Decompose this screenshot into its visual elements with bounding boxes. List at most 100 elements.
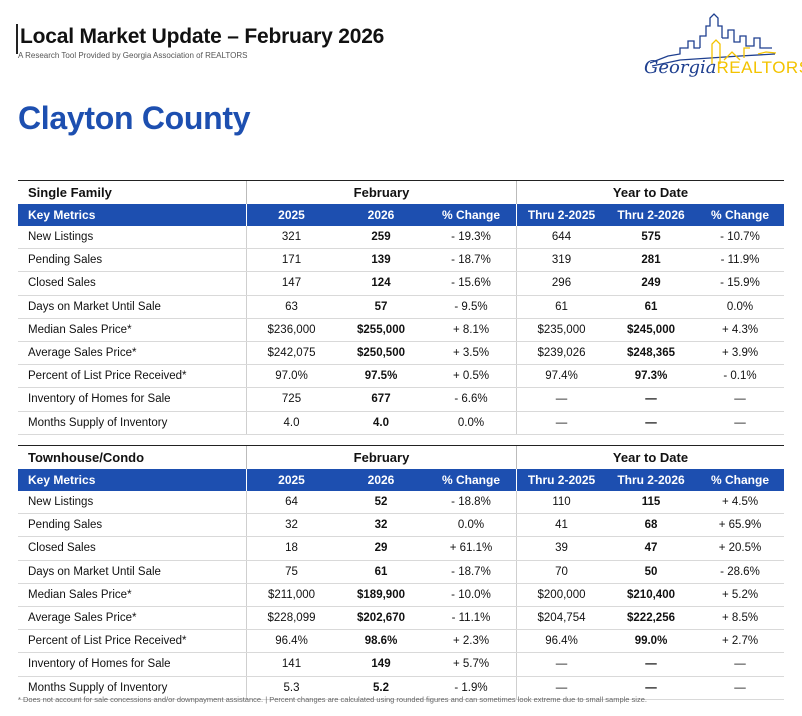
value-2026: 5.2	[373, 681, 389, 694]
single-family-rows: New Listings 321 259 - 19.3% 644 575 - 10.7% Pe…	[18, 226, 784, 435]
ytd-pct-change: - 11.9%	[720, 254, 760, 267]
metric-name: Days on Market Until Sale	[28, 565, 161, 578]
pct-change: + 2.3%	[452, 635, 490, 648]
value-thru-2026: —	[645, 658, 657, 671]
pct-change: + 0.5%	[452, 370, 490, 383]
value-thru-2026: 249	[641, 277, 661, 290]
value-2025: 97.0%	[246, 365, 336, 388]
table-row: Median Sales Price* $211,000 $189,900 - 10.…	[18, 583, 784, 607]
value-2026: 61	[374, 565, 388, 578]
value-thru-2025: 70	[516, 560, 606, 583]
table-row: Days on Market Until Sale 63 57 - 9.5% 61 61 0…	[18, 295, 784, 319]
pct-change: - 18.8%	[451, 496, 491, 508]
value-thru-2025: —	[516, 388, 606, 411]
metric-name: Average Sales Price*	[28, 611, 137, 624]
table-row: Pending Sales 32 32 0.0% 41 68 + 65.9%	[18, 514, 784, 538]
pct-change: - 18.7%	[451, 565, 491, 578]
pct-change: - 1.9%	[454, 681, 488, 694]
value-2026: $202,670	[357, 611, 405, 624]
value-thru-2025: —	[516, 653, 606, 676]
february-group-header: February	[246, 446, 516, 469]
value-2025: 18	[246, 537, 336, 560]
value-thru-2026: 97.3%	[634, 370, 668, 383]
metric-name: Inventory of Homes for Sale	[28, 658, 171, 671]
pct-change: + 61.1%	[449, 542, 493, 555]
pct-change: + 8.1%	[452, 323, 490, 336]
col-key-metrics: Key Metrics	[28, 473, 96, 487]
value-2026: 52	[374, 496, 388, 508]
table-row: Percent of List Price Received* 96.4% 98.6…	[18, 630, 784, 654]
value-thru-2026: 61	[644, 300, 658, 313]
metric-name: Pending Sales	[28, 519, 103, 532]
ytd-pct-change: + 4.3%	[721, 323, 759, 336]
pct-change: - 19.3%	[451, 231, 491, 243]
col-ytd-pct-change: % Change	[710, 208, 769, 222]
page-subtitle: A Research Tool Provided by Georgia Asso…	[18, 51, 248, 60]
ytd-group-header: Year to Date	[516, 446, 784, 469]
value-2025: 725	[246, 388, 336, 411]
metric-name: Months Supply of Inventory	[28, 416, 168, 429]
table-row: Days on Market Until Sale 75 61 - 18.7% 70 50…	[18, 560, 784, 584]
pct-change: + 5.7%	[452, 658, 490, 671]
pct-change: + 3.5%	[452, 346, 490, 359]
table-row: Average Sales Price* $228,099 $202,670 - 11…	[18, 606, 784, 631]
ytd-pct-change: + 2.7%	[721, 635, 759, 648]
value-thru-2025: —	[516, 676, 606, 699]
col-thru-2025: Thru 2-2025	[516, 469, 606, 491]
value-2026: $250,500	[357, 346, 405, 359]
value-2026: 149	[371, 658, 391, 671]
ytd-pct-change: - 15.9%	[720, 277, 760, 290]
table-row: Average Sales Price* $242,075 $250,500 + 3.…	[18, 341, 784, 366]
townhouse-condo-table: Townhouse/Condo February Year to Date Ke…	[18, 445, 784, 700]
county-heading: Clayton County	[18, 100, 251, 136]
ytd-pct-change: - 0.1%	[723, 370, 757, 383]
value-2025: 64	[246, 491, 336, 514]
col-pct-change: % Change	[441, 208, 500, 222]
ytd-group-header: Year to Date	[516, 181, 784, 204]
value-2025: 96.4%	[246, 630, 336, 653]
pct-change: - 11.1%	[451, 611, 491, 624]
metric-name: Inventory of Homes for Sale	[28, 393, 171, 406]
single-family-table: Single Family February Year to Date Key …	[18, 180, 784, 435]
metric-name: Percent of List Price Received*	[28, 635, 187, 648]
value-2025: 4.0	[246, 411, 336, 434]
table-row: New Listings 64 52 - 18.8% 110 115 + 4.5%	[18, 491, 784, 515]
table-row: Months Supply of Inventory 4.0 4.0 0.0% — — —	[18, 411, 784, 435]
metric-name: Closed Sales	[28, 277, 96, 290]
col-2026: 2026	[367, 473, 395, 487]
value-thru-2026: 281	[641, 254, 661, 267]
value-thru-2026: $248,365	[627, 346, 675, 359]
metric-name: Days on Market Until Sale	[28, 300, 161, 313]
value-2025: $242,075	[246, 341, 336, 365]
value-thru-2025: $239,026	[516, 341, 606, 365]
value-2026: 139	[371, 254, 391, 267]
ytd-pct-change: + 5.2%	[721, 588, 759, 601]
value-thru-2025: 644	[516, 226, 606, 249]
value-thru-2026: —	[645, 681, 657, 694]
col-key-metrics: Key Metrics	[28, 208, 96, 222]
value-thru-2026: —	[645, 416, 657, 429]
pct-change: - 9.5%	[454, 300, 488, 313]
logo-wordmark: GeorgiaREALTORS®	[644, 56, 802, 79]
logo-realtors-text: REALTORS	[716, 58, 802, 77]
value-thru-2025: $200,000	[516, 583, 606, 606]
metric-name: Pending Sales	[28, 254, 103, 267]
value-thru-2025: 41	[516, 514, 606, 537]
value-2026: 4.0	[373, 416, 389, 429]
metric-name: Closed Sales	[28, 542, 96, 555]
col-ytd-pct-change: % Change	[710, 473, 769, 487]
value-2025: 321	[246, 226, 336, 249]
pct-change: - 6.6%	[454, 393, 488, 406]
ytd-pct-change: + 20.5%	[718, 542, 762, 555]
value-2025: $236,000	[246, 318, 336, 341]
value-thru-2025: 97.4%	[516, 365, 606, 388]
value-thru-2026: —	[645, 393, 657, 406]
ytd-pct-change: + 8.5%	[721, 611, 759, 624]
value-2025: $211,000	[246, 583, 336, 606]
ytd-pct-change: - 28.6%	[720, 565, 760, 578]
value-2025: 141	[246, 653, 336, 676]
section-label: Townhouse/Condo	[28, 450, 145, 465]
value-2026: 677	[371, 393, 391, 406]
value-thru-2025: 39	[516, 537, 606, 560]
group-header-row: Single Family February Year to Date	[18, 180, 784, 204]
